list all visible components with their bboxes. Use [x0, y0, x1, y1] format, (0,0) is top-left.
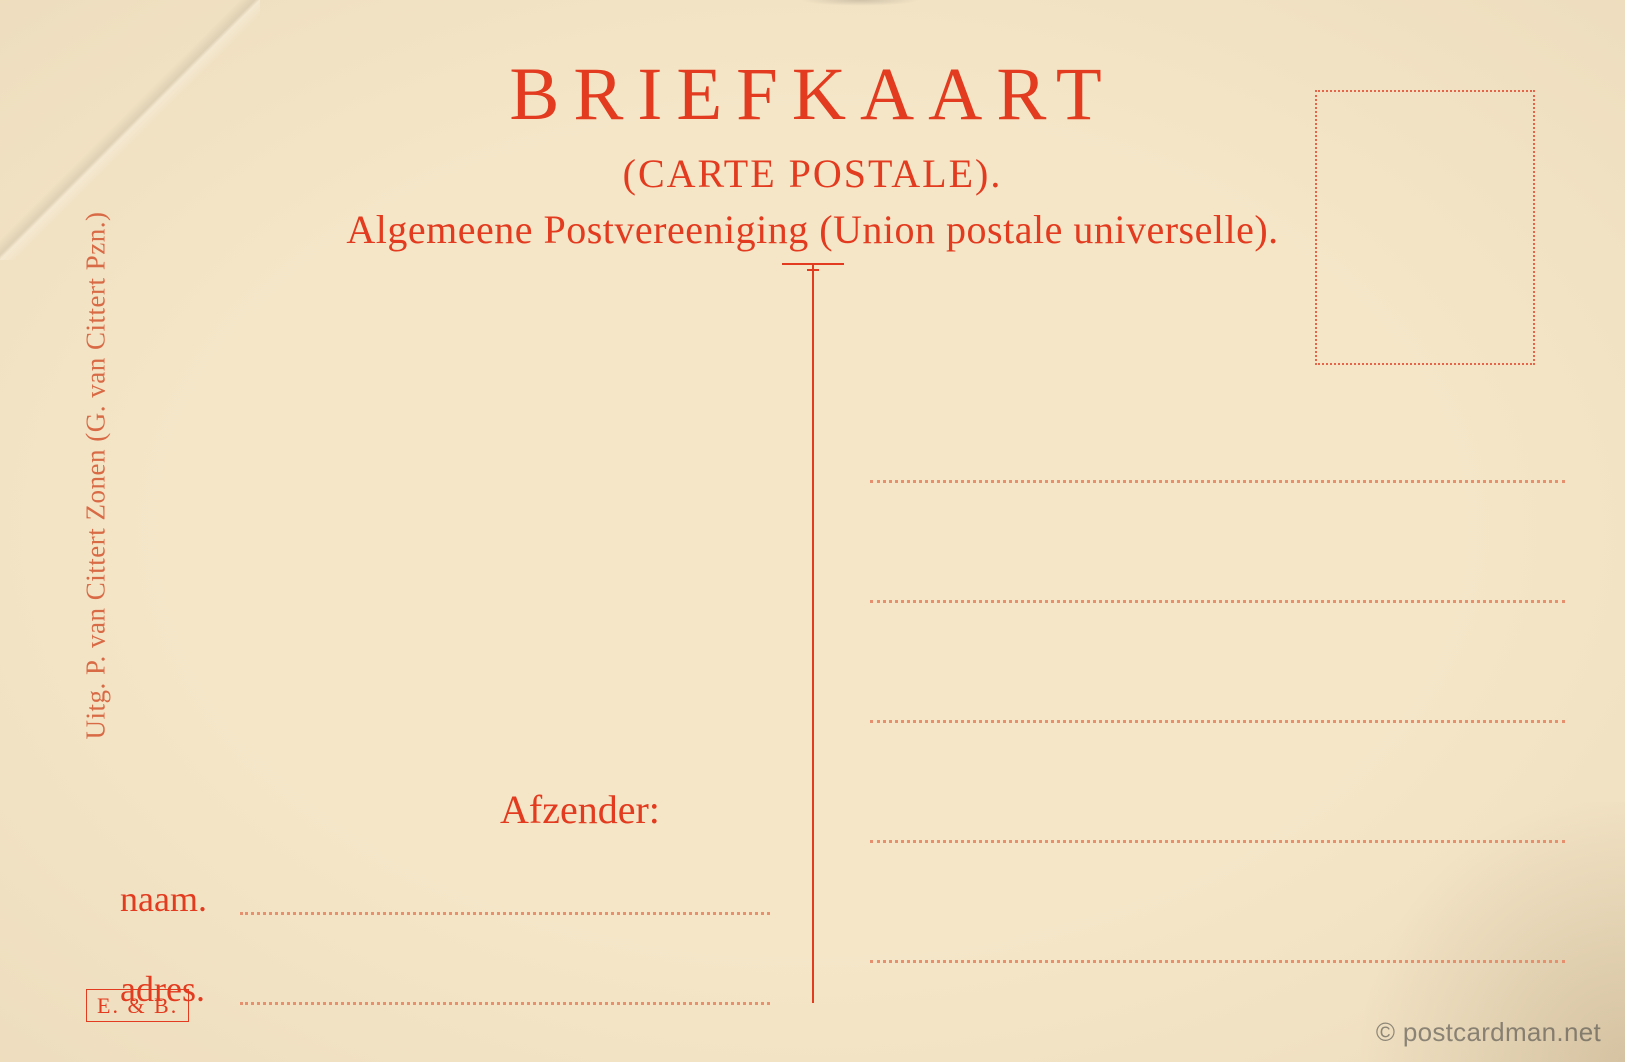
center-divider-cap-inner [807, 269, 819, 271]
printer-mark: E. & B. [86, 989, 189, 1022]
publisher-imprint: Uitg. P. van Cittert Zonen (G. van Citte… [81, 212, 112, 740]
address-line [870, 960, 1565, 963]
watermark: © postcardman.net [1376, 1017, 1601, 1048]
postcard-back: BRIEFKAART (CARTE POSTALE). Algemeene Po… [0, 0, 1625, 1062]
address-line [870, 600, 1565, 603]
sender-heading: Afzender: [500, 786, 660, 833]
sender-address-line [240, 1002, 770, 1005]
address-line [870, 720, 1565, 723]
sender-name-line [240, 912, 770, 915]
address-line [870, 480, 1565, 483]
sender-name-label: naam. [120, 878, 207, 920]
center-divider-cap [782, 263, 844, 265]
stamp-placeholder-box [1315, 90, 1535, 365]
center-divider [812, 263, 814, 1003]
paper-edge-nick [800, 0, 920, 6]
address-line [870, 840, 1565, 843]
